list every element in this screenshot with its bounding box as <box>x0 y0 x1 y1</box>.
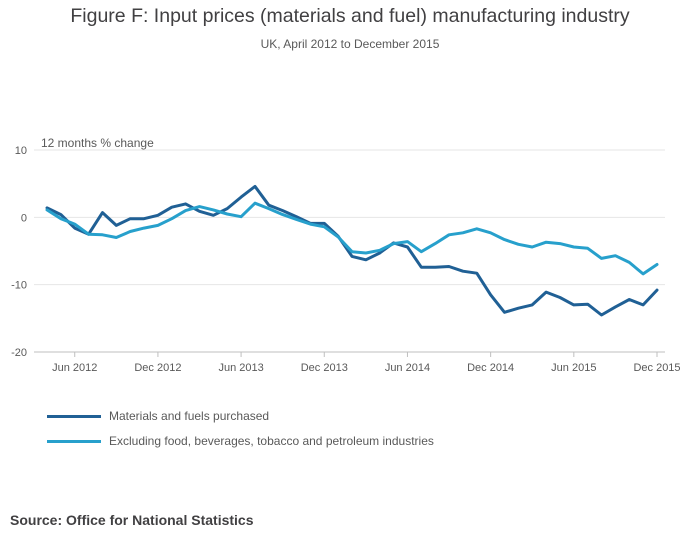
series-line-0 <box>45 184 659 317</box>
y-tick-label: -20 <box>11 347 27 359</box>
source-note: Source: Office for National Statistics <box>10 512 254 528</box>
x-tick-label: Jun 2012 <box>52 362 97 374</box>
legend-label: Materials and fuels purchased <box>109 409 270 423</box>
series-line-1 <box>45 201 659 276</box>
legend-item-materials: Materials and fuels purchased <box>47 408 269 424</box>
chart-title: Figure F: Input prices (materials and fu… <box>70 5 630 27</box>
legend-swatch <box>47 439 101 443</box>
y-tick-label: -10 <box>11 280 27 292</box>
x-tick-label: Jun 2013 <box>218 362 263 374</box>
x-tick-label: Dec 2013 <box>301 362 348 374</box>
line-chart: 12 months % change 10 0 -10 -20 Jun 2012 Dec… <box>11 136 681 374</box>
chart-subtitle: UK, April 2012 to December 2015 <box>260 37 440 51</box>
legend-label: Excluding food, beverages, tobacco and p… <box>109 434 434 448</box>
y-tick-label: 0 <box>21 212 27 224</box>
x-axis: Jun 2012 Dec 2012 Jun 2013 Dec 2013 Jun 2014… <box>52 352 681 374</box>
x-tick-label: Dec 2015 <box>633 362 680 374</box>
x-tick-label: Dec 2014 <box>467 362 514 374</box>
legend-swatch <box>47 414 101 418</box>
x-tick-label: Jun 2014 <box>385 362 430 374</box>
series-lines <box>45 184 659 317</box>
legend-item-excluding: Excluding food, beverages, tobacco and p… <box>47 433 434 449</box>
y-axis-label: 12 months % change <box>41 136 154 150</box>
y-axis-ticks: 10 0 -10 -20 <box>11 145 27 359</box>
x-tick-label: Dec 2012 <box>134 362 181 374</box>
y-tick-label: 10 <box>15 145 27 157</box>
x-tick-label: Jun 2015 <box>551 362 596 374</box>
